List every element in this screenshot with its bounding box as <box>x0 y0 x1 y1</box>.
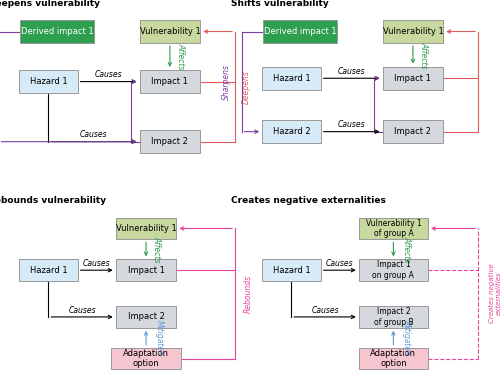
Text: Adaptation
option: Adaptation option <box>370 349 416 368</box>
Text: Causes: Causes <box>80 131 108 139</box>
Text: Adaptation
option: Adaptation option <box>123 349 169 368</box>
Text: Causes: Causes <box>326 259 353 268</box>
Text: Mitigates: Mitigates <box>402 320 411 355</box>
Text: Causes: Causes <box>338 67 365 76</box>
FancyBboxPatch shape <box>263 20 337 43</box>
FancyBboxPatch shape <box>19 70 78 93</box>
Text: Causes: Causes <box>338 121 365 129</box>
Text: Derived impact 1: Derived impact 1 <box>264 27 336 36</box>
FancyBboxPatch shape <box>112 348 181 370</box>
Text: Shifts vulnerability: Shifts vulnerability <box>230 0 328 8</box>
Text: Causes: Causes <box>68 306 96 315</box>
Text: Creates negative externalities: Creates negative externalities <box>230 196 386 205</box>
FancyBboxPatch shape <box>382 20 444 43</box>
FancyBboxPatch shape <box>262 120 320 143</box>
Text: Impact 2: Impact 2 <box>152 137 188 146</box>
FancyBboxPatch shape <box>116 306 176 328</box>
FancyBboxPatch shape <box>382 67 444 90</box>
Text: Impact 2: Impact 2 <box>128 313 164 321</box>
Text: Vulnerability 1
of group A: Vulnerability 1 of group A <box>366 219 422 238</box>
Text: Impact 2
of group B: Impact 2 of group B <box>374 307 413 327</box>
FancyBboxPatch shape <box>358 348 428 370</box>
Text: Causes: Causes <box>83 259 110 268</box>
Text: Impact 1
on group A: Impact 1 on group A <box>372 260 414 280</box>
FancyBboxPatch shape <box>20 20 94 43</box>
Text: Impact 1: Impact 1 <box>394 74 432 83</box>
FancyBboxPatch shape <box>358 259 428 281</box>
FancyBboxPatch shape <box>382 120 444 143</box>
FancyBboxPatch shape <box>358 306 428 328</box>
Text: Affects: Affects <box>420 42 428 68</box>
FancyBboxPatch shape <box>140 70 200 93</box>
FancyBboxPatch shape <box>116 218 176 239</box>
Text: Vulnerability 1: Vulnerability 1 <box>140 27 200 36</box>
Text: Hazard 1: Hazard 1 <box>30 266 67 275</box>
Text: Hazard 1: Hazard 1 <box>272 266 310 275</box>
Text: Vulnerability 1: Vulnerability 1 <box>382 27 444 36</box>
Text: Impact 1: Impact 1 <box>128 266 164 275</box>
Text: Impact 2: Impact 2 <box>394 127 432 136</box>
Text: Hazard 1: Hazard 1 <box>30 77 67 86</box>
Text: Rebounds vulnerability: Rebounds vulnerability <box>0 196 106 205</box>
FancyBboxPatch shape <box>358 218 428 239</box>
FancyBboxPatch shape <box>19 259 78 281</box>
FancyBboxPatch shape <box>140 20 200 43</box>
Text: Affects: Affects <box>176 43 186 70</box>
Text: Derived impact 1: Derived impact 1 <box>21 27 94 36</box>
Text: Mitigates: Mitigates <box>154 320 164 355</box>
Text: Vulnerability 1: Vulnerability 1 <box>116 224 176 233</box>
Text: Affects: Affects <box>402 236 411 263</box>
FancyBboxPatch shape <box>116 259 176 281</box>
Text: Impact 1: Impact 1 <box>152 77 188 86</box>
Text: Rebounds: Rebounds <box>244 275 252 313</box>
FancyBboxPatch shape <box>140 130 200 153</box>
Text: Deepens: Deepens <box>242 70 250 103</box>
Text: Creates negative
externalities: Creates negative externalities <box>489 264 500 323</box>
Text: Affects: Affects <box>152 236 162 263</box>
FancyBboxPatch shape <box>262 259 320 281</box>
Text: Causes: Causes <box>311 306 339 315</box>
Text: Causes: Causes <box>95 70 122 79</box>
Text: Hazard 2: Hazard 2 <box>272 127 310 136</box>
Text: Sharpens: Sharpens <box>222 64 231 100</box>
Text: Hazard 1: Hazard 1 <box>272 74 310 83</box>
FancyBboxPatch shape <box>262 67 320 90</box>
Text: Deepens vulnerability: Deepens vulnerability <box>0 0 100 8</box>
